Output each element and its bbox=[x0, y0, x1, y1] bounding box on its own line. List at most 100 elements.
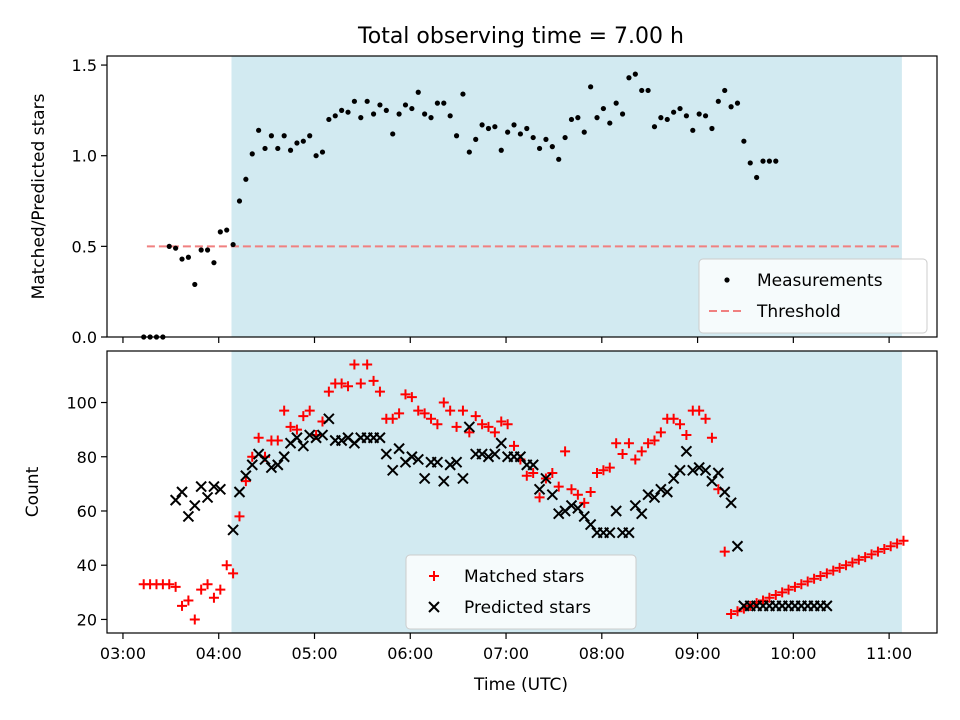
measurement-point bbox=[390, 131, 396, 137]
measurement-point bbox=[754, 174, 760, 181]
predicted-star-point bbox=[393, 442, 405, 455]
measurement-point bbox=[524, 125, 530, 132]
count-y-label: Count bbox=[23, 466, 43, 517]
matched-star-point bbox=[336, 378, 347, 389]
predicted-star-point bbox=[648, 491, 661, 504]
matched-star-point bbox=[272, 435, 283, 446]
measurement-point bbox=[760, 158, 766, 164]
measurement-point bbox=[511, 122, 517, 128]
predicted-star-point bbox=[642, 489, 654, 501]
measurement-point bbox=[332, 113, 338, 119]
predicted-star-point bbox=[272, 459, 284, 471]
predicted-star-point bbox=[418, 472, 431, 485]
predicted-star-point bbox=[291, 432, 303, 444]
matched-star-point bbox=[732, 606, 743, 617]
matched-star-point bbox=[285, 421, 296, 432]
predicted-star-point bbox=[584, 518, 597, 531]
matched-star-point bbox=[643, 438, 654, 449]
predicted-star-point bbox=[176, 486, 188, 498]
measurement-point bbox=[236, 198, 243, 204]
matched-star-point bbox=[451, 421, 462, 432]
measurement-point bbox=[268, 133, 275, 139]
y-tick-label: 100 bbox=[66, 394, 97, 413]
y-tick-label: 20 bbox=[77, 610, 97, 629]
measurement-point bbox=[536, 145, 543, 152]
measurement-point bbox=[677, 105, 683, 112]
ratio-legend: Measurements Threshold bbox=[698, 258, 928, 334]
predicted-star-point bbox=[246, 459, 258, 471]
matched-star-point bbox=[343, 381, 354, 392]
matched-star-point bbox=[304, 405, 315, 416]
measurement-point bbox=[588, 84, 594, 90]
matched-star-point bbox=[675, 419, 686, 430]
matched-star-point bbox=[706, 432, 717, 443]
matched-star-point bbox=[636, 446, 647, 457]
matched-star-point bbox=[898, 535, 909, 546]
predicted-star-point bbox=[463, 421, 476, 433]
predicted-star-point bbox=[706, 475, 718, 487]
predicted-star-point bbox=[553, 507, 565, 520]
measurement-point bbox=[562, 134, 568, 141]
matched-star-point bbox=[592, 468, 603, 479]
measurement-point bbox=[645, 87, 651, 94]
predicted-star-point bbox=[476, 448, 488, 460]
measurement-point bbox=[651, 124, 658, 130]
matched-star-point bbox=[649, 435, 660, 446]
measurement-point bbox=[319, 149, 326, 155]
matched-star-point bbox=[457, 405, 468, 416]
measurement-point bbox=[473, 136, 479, 142]
x-tick-label: 05:00 bbox=[291, 644, 337, 663]
predicted-star-point bbox=[546, 489, 559, 501]
predicted-star-point bbox=[431, 456, 444, 468]
x-tick-label: 10:00 bbox=[770, 644, 816, 663]
measurement-point bbox=[358, 115, 364, 121]
matched-star-point bbox=[834, 562, 845, 573]
measurement-point bbox=[256, 127, 262, 133]
predicted-star-point bbox=[680, 445, 693, 458]
predicted-star-point bbox=[450, 456, 463, 468]
predicted-star-point bbox=[310, 432, 322, 444]
matched-star-point bbox=[866, 549, 877, 560]
legend-marker bbox=[724, 277, 730, 283]
matched-star-point bbox=[585, 487, 596, 497]
matched-star-point bbox=[228, 568, 239, 579]
matched-star-point bbox=[572, 489, 583, 500]
matched-star-point bbox=[617, 449, 628, 460]
y-tick-label: 0.0 bbox=[72, 328, 97, 347]
measurement-point bbox=[383, 107, 389, 113]
matched-star-point bbox=[560, 446, 571, 457]
measurement-point bbox=[709, 125, 715, 132]
matched-star-point bbox=[681, 430, 692, 441]
matched-star-point bbox=[183, 595, 194, 606]
predicted-star-point bbox=[731, 540, 744, 552]
matched-star-point bbox=[847, 557, 858, 568]
measurement-point bbox=[275, 145, 281, 152]
matched-star-point bbox=[885, 541, 896, 552]
predicted-star-point bbox=[821, 600, 833, 612]
predicted-star-point bbox=[693, 461, 705, 474]
predicted-star-point bbox=[687, 464, 699, 477]
matched-star-point bbox=[394, 408, 405, 419]
measurement-point bbox=[441, 100, 447, 106]
measurement-point bbox=[402, 102, 409, 108]
predicted-star-point bbox=[335, 434, 348, 447]
measurement-point bbox=[415, 89, 421, 95]
predicted-star-point bbox=[380, 448, 393, 460]
count-legend: Matched stars Predicted stars bbox=[405, 554, 637, 630]
matched-star-point bbox=[445, 405, 456, 416]
predicted-star-point bbox=[259, 453, 271, 466]
predicted-star-point bbox=[169, 494, 182, 506]
matched-star-point bbox=[221, 560, 232, 571]
y-tick-label: 40 bbox=[77, 556, 97, 575]
predicted-star-point bbox=[623, 526, 635, 539]
measurement-point bbox=[632, 71, 638, 77]
ratio-x-axis bbox=[122, 337, 890, 343]
measurement-point bbox=[313, 153, 319, 159]
predicted-star-point bbox=[374, 432, 386, 444]
matched-star-point bbox=[853, 554, 864, 565]
matched-star-point bbox=[413, 405, 424, 416]
matched-star-point bbox=[496, 416, 507, 427]
predicted-star-point bbox=[444, 459, 456, 471]
matched-star-point bbox=[208, 592, 219, 603]
predicted-star-point bbox=[655, 483, 667, 495]
